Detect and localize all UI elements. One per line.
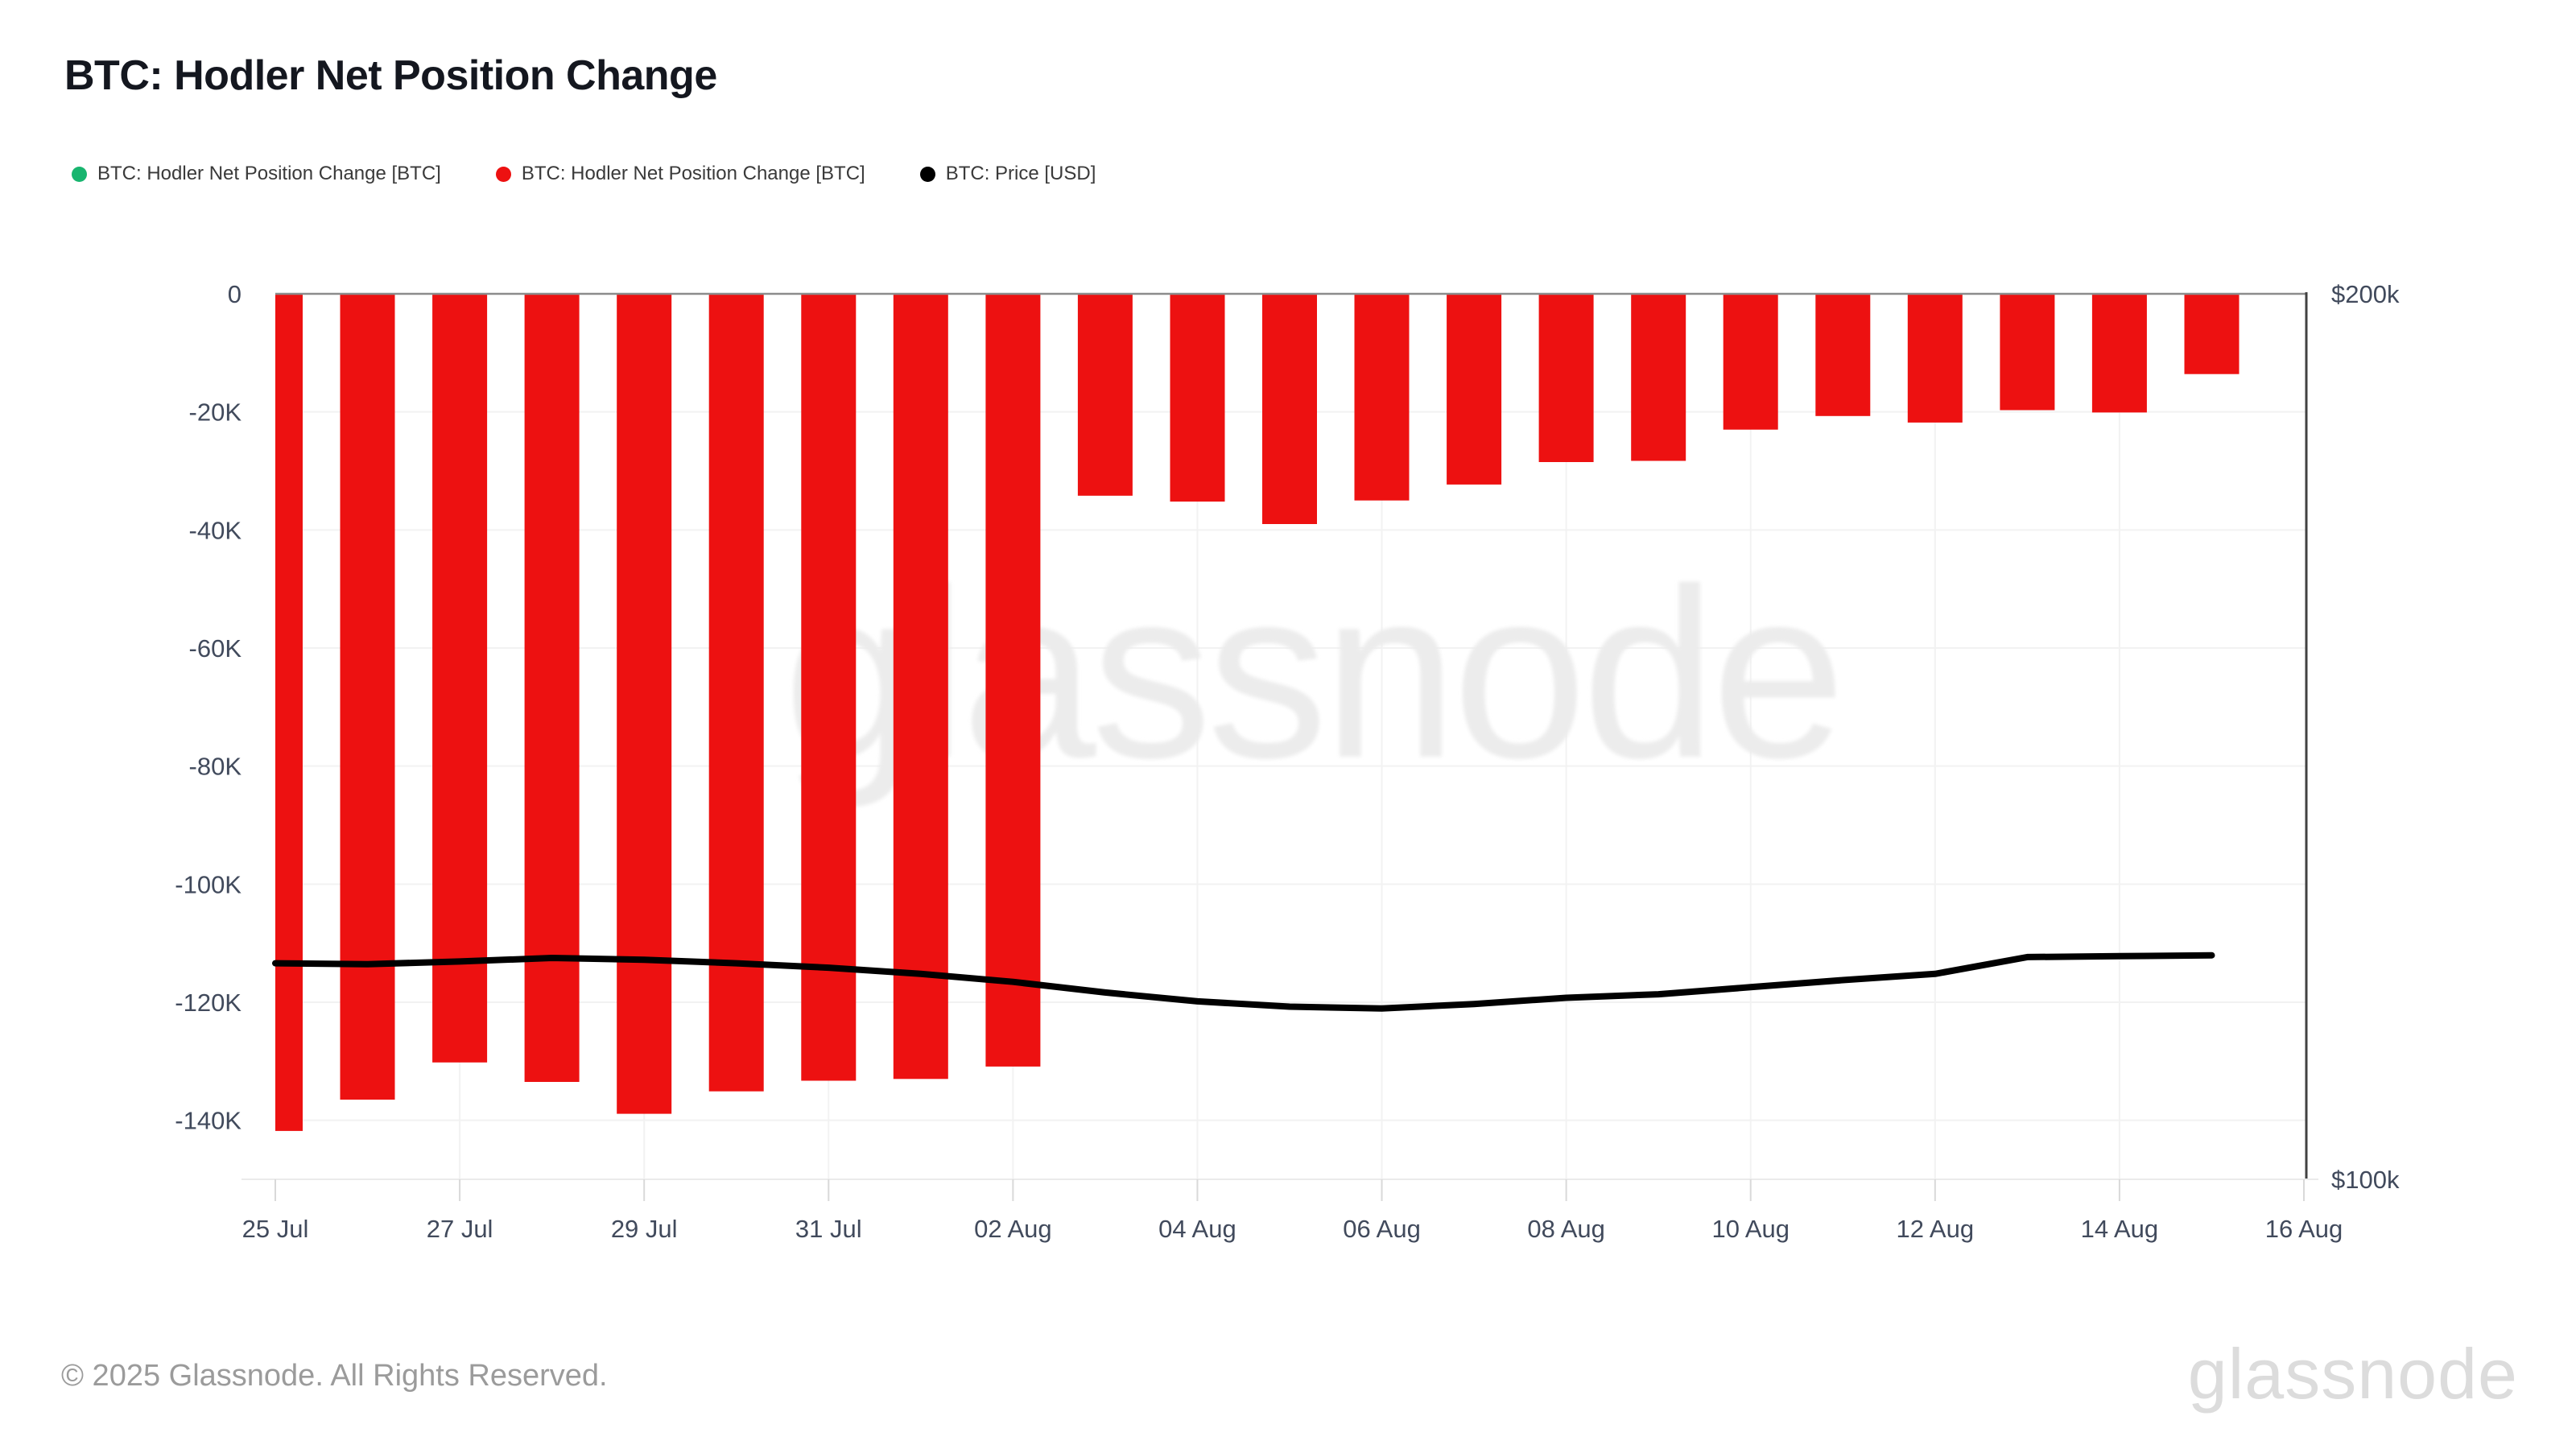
svg-text:31 Jul: 31 Jul	[795, 1215, 862, 1243]
svg-text:27 Jul: 27 Jul	[427, 1215, 493, 1243]
svg-text:-120K: -120K	[175, 989, 242, 1017]
svg-text:-20K: -20K	[189, 398, 242, 427]
legend-item-label: BTC: Hodler Net Position Change [BTC]	[97, 163, 441, 184]
svg-text:08 Aug: 08 Aug	[1527, 1215, 1605, 1243]
svg-text:29 Jul: 29 Jul	[611, 1215, 678, 1243]
page-title: BTC: Hodler Net Position Change	[64, 52, 717, 99]
chart-legend: BTC: Hodler Net Position Change [BTC] BT…	[72, 163, 1096, 185]
svg-text:-80K: -80K	[189, 753, 242, 781]
svg-text:$200k: $200k	[2331, 280, 2400, 308]
svg-text:16 Aug: 16 Aug	[2265, 1215, 2343, 1243]
copyright-text: © 2025 Glassnode. All Rights Reserved.	[61, 1359, 608, 1393]
svg-text:25 Jul: 25 Jul	[242, 1215, 309, 1243]
svg-text:06 Aug: 06 Aug	[1343, 1215, 1421, 1243]
svg-text:-100K: -100K	[175, 870, 242, 898]
svg-text:04 Aug: 04 Aug	[1158, 1215, 1236, 1243]
svg-text:-140K: -140K	[175, 1107, 242, 1135]
svg-text:12 Aug: 12 Aug	[1897, 1215, 1975, 1243]
svg-text:14 Aug: 14 Aug	[2081, 1215, 2159, 1243]
legend-item-hodler-positive[interactable]: BTC: Hodler Net Position Change [BTC]	[72, 163, 441, 185]
svg-text:0: 0	[228, 280, 242, 308]
legend-dot-green-icon	[72, 166, 87, 182]
legend-dot-black-icon	[919, 166, 935, 182]
legend-item-price[interactable]: BTC: Price [USD]	[919, 163, 1096, 185]
svg-text:$100k: $100k	[2331, 1166, 2400, 1194]
svg-text:02 Aug: 02 Aug	[974, 1215, 1052, 1243]
legend-item-label: BTC: Hodler Net Position Change [BTC]	[521, 163, 865, 184]
legend-dot-red-icon	[495, 166, 511, 182]
legend-item-hodler-negative[interactable]: BTC: Hodler Net Position Change [BTC]	[495, 163, 865, 185]
watermark-text: glassnode	[783, 538, 1841, 810]
glassnode-logo: glassnode	[2187, 1334, 2518, 1414]
svg-text:-60K: -60K	[189, 634, 242, 663]
svg-text:10 Aug: 10 Aug	[1711, 1215, 1790, 1243]
svg-text:-40K: -40K	[189, 516, 242, 544]
legend-item-label: BTC: Price [USD]	[945, 163, 1096, 184]
